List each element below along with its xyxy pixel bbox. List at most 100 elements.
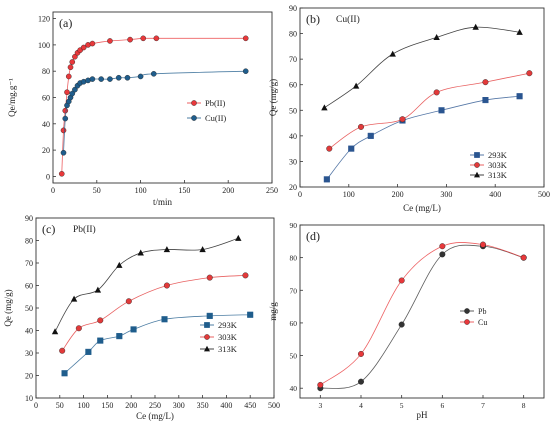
y-tick-label: 80: [289, 30, 297, 39]
y-tick-label: 60: [290, 319, 298, 328]
y-tick-label: 0: [46, 172, 50, 181]
data-point-Cu: [358, 350, 365, 357]
legend-label: 303K: [218, 332, 238, 342]
data-point-Cu: [317, 381, 324, 388]
y-tick-label: 60: [289, 81, 297, 90]
y-tick-label: 90: [289, 4, 297, 13]
data-point-Cu: [398, 277, 405, 284]
legend-label: 313K: [488, 170, 508, 180]
data-point-Cu(II): [150, 71, 157, 77]
x-tick-label: 0: [34, 401, 38, 410]
data-point-313K: [70, 295, 78, 302]
data-point-303K: [163, 282, 170, 289]
data-point-313K: [163, 246, 171, 253]
legend-marker: [191, 115, 197, 121]
series-line-313K: [54, 237, 239, 332]
y-tick-label: 70: [289, 55, 297, 64]
y-tick-label: 20: [42, 146, 50, 155]
panel-label: (b): [306, 12, 320, 26]
x-tick-label: 200: [392, 190, 404, 199]
series-line-303K: [329, 72, 530, 149]
x-tick-label: 300: [173, 401, 185, 410]
data-point-313K: [94, 286, 102, 293]
data-point-313K: [433, 34, 440, 41]
y-tick-label: 20: [289, 183, 297, 192]
x-axis-label: pH: [417, 410, 429, 420]
x-tick-label: 8: [522, 401, 526, 410]
x-tick-label: 250: [266, 186, 278, 195]
legend-marker: [464, 319, 470, 325]
data-point-313K: [472, 23, 479, 30]
chart-panel-4: 3 4 5 6 7 8 40 50 60 70 80 90 pH mg/g (d) Pb Cu: [268, 221, 545, 420]
y-tick-label: 70: [25, 259, 33, 268]
y-tick-label: 90: [290, 221, 298, 230]
x-tick-label: 100: [343, 190, 355, 199]
data-point-303K: [358, 123, 365, 130]
data-point-Pb(II): [127, 36, 133, 43]
panel-label: (d): [306, 229, 320, 243]
data-point-303K: [125, 298, 132, 305]
x-tick-label: 3: [318, 401, 322, 410]
y-tick-label: 30: [25, 349, 33, 358]
legend-label: 293K: [218, 320, 238, 330]
y-axis-label: Qe (mg/g): [268, 79, 278, 116]
y-tick-label: 50: [289, 106, 297, 115]
data-point-313K: [116, 261, 123, 268]
y-tick-label: 60: [42, 94, 50, 103]
data-point-Cu: [520, 254, 527, 261]
y-axis-label: Qe/mg.g⁻¹: [7, 78, 17, 117]
data-point-303K: [97, 317, 104, 324]
x-tick-label: 150: [178, 186, 190, 195]
data-point-Cu(II): [98, 76, 104, 82]
data-point-Cu(II): [242, 68, 249, 74]
x-tick-label: 200: [222, 186, 234, 195]
y-axis-label: Qe (mg/g): [3, 289, 13, 326]
data-point-293K: [482, 97, 489, 104]
data-point-303K: [482, 79, 489, 86]
series-line-313K: [324, 26, 520, 109]
data-point-Cu(II): [115, 74, 122, 81]
chart-panel-1: 0 50 100 150 200 250 0 20 40 60 80 100 120 t/min Qe/mg…: [7, 11, 278, 207]
x-tick-label: 5: [400, 401, 404, 410]
data-point-313K: [51, 328, 59, 335]
y-tick-label: 40: [289, 132, 297, 141]
x-tick-label: 250: [149, 401, 161, 410]
data-point-303K: [399, 116, 406, 123]
data-point-313K: [352, 82, 360, 89]
data-point-303K: [526, 70, 533, 77]
legend-label: 313K: [218, 344, 238, 354]
x-axis-label: Ce (mg/L): [403, 203, 441, 213]
x-tick-label: 6: [440, 401, 444, 410]
x-tick-label: 400: [489, 190, 501, 199]
x-tick-label: 100: [78, 401, 90, 410]
data-point-293K: [116, 333, 123, 340]
x-tick-label: 50: [56, 401, 64, 410]
plot-frame: [52, 11, 273, 184]
y-tick-label: 30: [289, 157, 297, 166]
data-point-303K: [206, 274, 213, 281]
series-line-Cu: [320, 242, 524, 386]
legend-marker: [204, 334, 210, 340]
data-point-Pb(II): [64, 89, 70, 96]
y-tick-label: 70: [290, 286, 298, 295]
y-tick-label: 40: [42, 120, 50, 129]
data-point-Cu(II): [72, 86, 78, 93]
data-point-293K: [61, 370, 68, 377]
x-tick-label: 50: [93, 186, 101, 195]
x-tick-label: 7: [481, 401, 485, 410]
x-tick-label: 0: [298, 190, 302, 199]
series-line-Pb: [320, 244, 524, 389]
x-tick-label: 300: [440, 190, 452, 199]
y-tick-label: 40: [25, 327, 33, 336]
data-point-293K: [97, 337, 104, 344]
data-point-313K: [516, 28, 523, 35]
data-point-313K: [321, 104, 328, 111]
data-point-Pb: [398, 321, 405, 328]
legend-marker: [474, 152, 480, 158]
panel-title: Pb(II): [73, 224, 96, 235]
data-point-Cu(II): [60, 149, 67, 156]
data-point-293K: [348, 145, 355, 152]
y-tick-label: 10: [25, 394, 33, 403]
data-point-293K: [247, 311, 254, 318]
panel-label: (a): [59, 16, 72, 30]
